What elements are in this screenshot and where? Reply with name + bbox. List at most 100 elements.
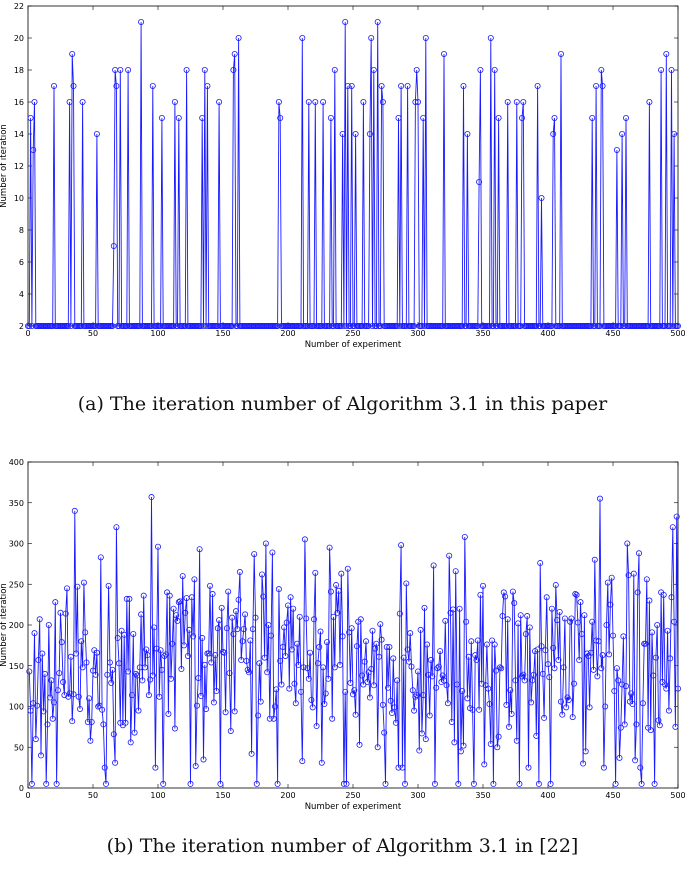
data-point-a — [486, 322, 493, 329]
data-point-b — [559, 711, 566, 718]
data-point-b — [516, 780, 523, 787]
data-point-a — [589, 115, 596, 122]
data-point-b — [613, 665, 620, 672]
data-point-b — [108, 679, 115, 686]
data-point-b — [191, 576, 198, 583]
data-point-a — [675, 322, 682, 329]
data-point-b — [470, 780, 477, 787]
data-point-b — [48, 677, 55, 684]
x-tick-label-a: 100 — [150, 329, 165, 338]
data-point-b — [112, 759, 119, 766]
data-point-a — [378, 83, 385, 90]
data-point-b — [525, 764, 532, 771]
data-point-b — [307, 649, 314, 656]
data-point-b — [435, 663, 442, 670]
x-tick-label-b: 0 — [25, 791, 30, 800]
data-point-b — [383, 644, 390, 651]
data-point-a — [201, 67, 208, 74]
data-point-a — [374, 18, 381, 25]
data-point-b — [113, 524, 120, 531]
data-point-b — [192, 763, 199, 770]
data-point-b — [591, 556, 598, 563]
data-point-a — [110, 242, 117, 249]
data-point-b — [316, 644, 323, 651]
data-point-b — [101, 764, 108, 771]
data-point-b — [122, 719, 129, 726]
data-point-b — [200, 756, 207, 763]
data-point-b — [660, 591, 667, 598]
data-point-a — [668, 67, 675, 74]
data-point-a — [420, 115, 427, 122]
data-point-a — [348, 83, 355, 90]
data-point-b — [590, 666, 597, 673]
data-point-b — [366, 694, 373, 701]
data-point-b — [226, 670, 233, 677]
data-point-b — [255, 712, 262, 719]
y-tick-label-a: 6 — [19, 258, 24, 267]
data-point-b — [80, 579, 87, 586]
data-point-b — [154, 543, 161, 550]
data-point-b — [305, 675, 312, 682]
data-point-b — [125, 668, 132, 675]
data-point-a — [495, 115, 502, 122]
data-point-b — [31, 630, 38, 637]
data-point-b — [610, 632, 617, 639]
chart-panel-b: 0 50 100 150 200 250 300 350 400 450 500 0 50 100 150 2… — [0, 458, 685, 812]
data-point-b — [97, 554, 104, 561]
data-point-b — [213, 688, 220, 695]
data-point-b — [209, 591, 216, 598]
data-point-b — [74, 583, 81, 590]
data-point-b — [377, 621, 384, 628]
data-point-b — [326, 544, 333, 551]
data-point-b — [165, 710, 172, 717]
data-point-b — [158, 666, 165, 673]
data-point-b — [256, 660, 263, 667]
data-point-b — [199, 635, 206, 642]
data-point-b — [539, 670, 546, 677]
data-point-a — [599, 83, 606, 90]
data-point-b — [174, 617, 181, 624]
data-point-b — [169, 640, 176, 647]
data-point-b — [478, 680, 485, 687]
data-point-b — [637, 764, 644, 771]
data-point-b — [356, 741, 363, 748]
data-point-a — [519, 115, 526, 122]
data-point-b — [149, 672, 156, 679]
y-tick-label-b: 300 — [9, 540, 24, 549]
x-tick-label-a: 0 — [25, 329, 30, 338]
x-tick-label-b: 450 — [605, 791, 620, 800]
data-point-b — [650, 672, 657, 679]
data-point-b — [437, 648, 444, 655]
data-point-b — [667, 655, 674, 662]
data-point-b — [461, 533, 468, 540]
y-tick-label-a: 14 — [14, 130, 24, 139]
data-point-b — [621, 721, 628, 728]
data-point-b — [369, 627, 376, 634]
data-point-b — [294, 640, 301, 647]
data-point-b — [62, 610, 69, 617]
data-point-b — [400, 654, 407, 661]
data-point-b — [78, 638, 85, 645]
data-point-b — [649, 629, 656, 636]
data-point-b — [303, 615, 310, 622]
data-point-b — [187, 780, 194, 787]
data-point-b — [134, 672, 141, 679]
data-point-b — [490, 780, 497, 787]
data-point-a — [587, 322, 594, 329]
data-point-b — [433, 684, 440, 691]
data-point-b — [309, 704, 316, 711]
data-point-b — [160, 780, 167, 787]
y-tick-label-a: 4 — [19, 290, 24, 299]
data-point-a — [646, 99, 653, 106]
data-point-b — [56, 670, 63, 677]
data-point-b — [106, 659, 113, 666]
data-point-b — [520, 671, 527, 678]
data-point-b — [236, 569, 243, 576]
data-point-b — [214, 625, 221, 632]
data-point-b — [528, 699, 535, 706]
data-point-b — [205, 650, 212, 657]
data-point-a — [342, 18, 349, 25]
data-point-a — [534, 83, 541, 90]
data-point-b — [179, 573, 186, 580]
data-point-b — [587, 649, 594, 656]
